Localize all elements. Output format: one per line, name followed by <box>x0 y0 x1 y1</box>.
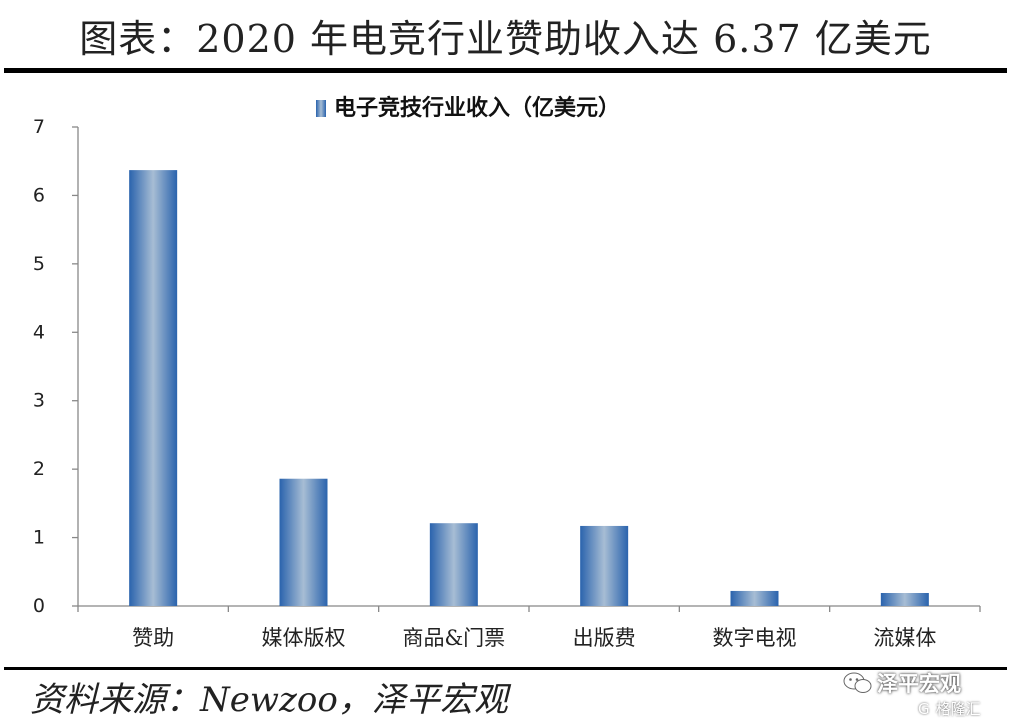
y-tick-label: 6 <box>33 184 45 206</box>
bar-chart: 电子竞技行业收入（亿美元） 0 1 2 3 4 5 6 7 赞助 媒体版权 商品&门票 出版费 数字电… <box>33 95 981 650</box>
watermark-sub: G 格隆汇 <box>915 698 981 719</box>
watermark-text: 泽平宏观 <box>877 672 961 696</box>
watermark: 泽平宏观 <box>843 668 961 700</box>
bar <box>580 525 629 606</box>
x-tick-label: 媒体版权 <box>262 626 346 650</box>
wechat-icon <box>843 671 873 700</box>
bar <box>429 523 478 606</box>
x-tick-label: 商品&门票 <box>402 626 505 650</box>
top-rule <box>4 68 1007 73</box>
glh-logo-icon: G <box>915 699 933 719</box>
bar <box>730 590 779 606</box>
y-tick-label: 4 <box>33 321 45 343</box>
source-note: 资料来源：Newzoo，泽平宏观 <box>30 680 508 720</box>
y-tick-label: 3 <box>33 390 45 412</box>
watermark-sub-text: 格隆汇 <box>935 700 981 718</box>
bar <box>129 170 178 607</box>
y-tick-label: 0 <box>33 595 45 617</box>
x-tick-label: 数字电视 <box>713 626 797 650</box>
chart-legend: 电子竞技行业收入（亿美元） <box>316 95 620 121</box>
bar <box>279 478 328 606</box>
y-tick-label: 7 <box>33 116 45 138</box>
y-tick-label: 2 <box>33 458 45 480</box>
legend-label: 电子竞技行业收入（亿美元） <box>334 95 620 121</box>
bar <box>880 592 929 606</box>
x-tick-label: 流媒体 <box>873 626 936 650</box>
x-tick-label: 出版费 <box>573 626 636 650</box>
y-tick-label: 1 <box>33 527 45 549</box>
legend-swatch <box>316 100 326 117</box>
chart-title: 图表：2020 年电竞行业赞助收入达 6.37 亿美元 <box>79 17 932 61</box>
x-tick-label: 赞助 <box>132 626 174 650</box>
y-tick-label: 5 <box>33 253 45 275</box>
bottom-rule <box>4 667 1007 670</box>
